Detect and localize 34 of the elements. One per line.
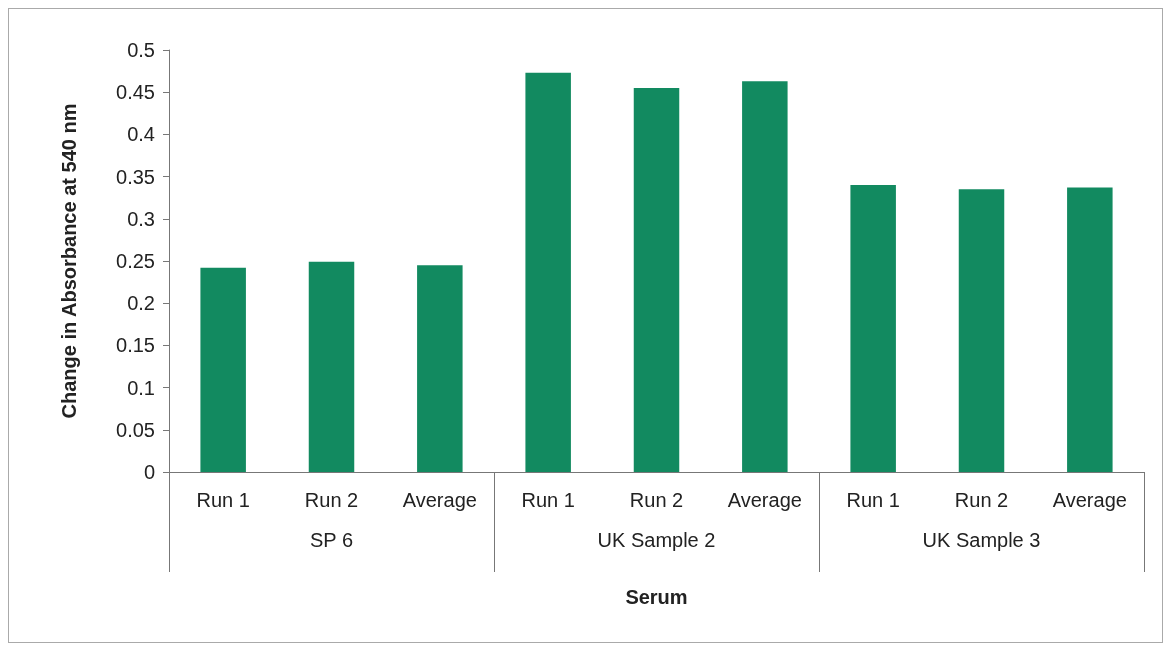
y-tick-label: 0.05 [116, 418, 155, 441]
bar [742, 81, 788, 472]
text: SP 6 [310, 529, 353, 551]
x-tick-label: Average [1052, 489, 1127, 511]
bar [1067, 187, 1113, 472]
y-tick-label: 0.2 [127, 292, 155, 315]
y-axis-title: Change in Absorbance at 540 nm [58, 103, 80, 419]
y-tick-label: 0.45 [116, 81, 155, 104]
bar [417, 265, 463, 472]
x-tick-label: Run 1 [521, 489, 575, 511]
x-axis-title: Serum [625, 586, 688, 608]
bar [958, 189, 1005, 472]
bar [200, 267, 246, 472]
x-tick-label: Run 2 [304, 489, 359, 511]
x-tick-label: Run 1 [846, 489, 900, 511]
x-tick-label: Run 2 [954, 489, 1009, 511]
bar [525, 72, 571, 472]
text: UK Sample 3 [922, 529, 1041, 551]
x-tick-label: Average [402, 489, 477, 511]
y-tick-label: 0.15 [116, 334, 155, 357]
text: UK Sample 2 [597, 529, 716, 551]
x-tick-label: Run 2 [629, 489, 684, 511]
y-tick-label: 0 [143, 461, 155, 483]
bar [633, 87, 680, 472]
y-tick-label: 0.3 [127, 207, 155, 230]
y-tick-label: 0.4 [127, 123, 155, 146]
y-tick-label: 0.1 [127, 376, 155, 399]
bar [850, 185, 896, 472]
x-tick-label: Average [727, 489, 802, 511]
bar [308, 261, 355, 472]
x-tick-label: Run 1 [196, 489, 250, 511]
y-tick-label: 0.35 [116, 165, 155, 188]
y-tick-label: 0.5 [127, 39, 155, 61]
y-tick-label: 0.25 [116, 250, 155, 272]
